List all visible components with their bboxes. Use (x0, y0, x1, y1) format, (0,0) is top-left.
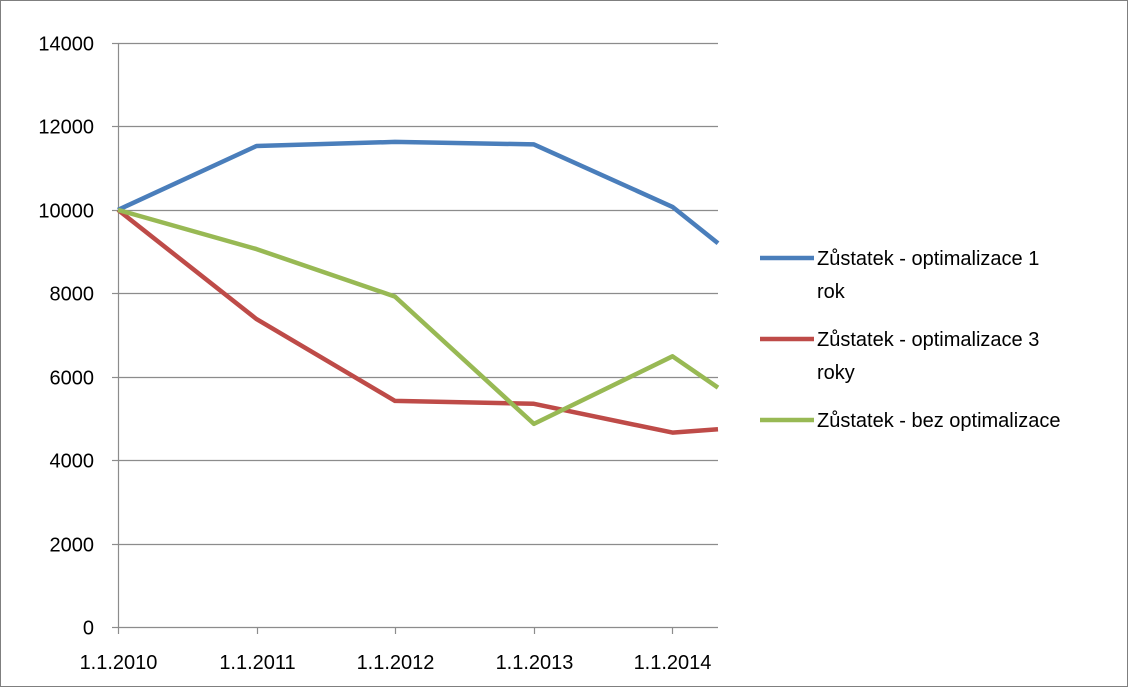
legend-item-2: Zůstatek - optimalizace 3 roky (760, 329, 1039, 384)
series-line-1 (117, 139, 720, 245)
x-tick-label: 1.1.2013 (496, 652, 574, 674)
legend-label: Zůstatek - bez optimalizace (817, 410, 1060, 432)
y-tick-label: 14000 (38, 34, 94, 56)
x-tick-label: 1.1.2014 (634, 652, 712, 674)
x-tick-label: 1.1.2010 (80, 652, 158, 674)
x-tick-label: 1.1.2012 (357, 652, 435, 674)
x-tick-label: 1.1.2011 (219, 652, 295, 674)
y-tick-label: 6000 (50, 368, 95, 390)
legend-label: rok (817, 281, 846, 303)
series-lines (116, 139, 720, 435)
y-tick-label: 0 (83, 618, 94, 640)
legend-item-3: Zůstatek - bez optimalizace (760, 410, 1060, 432)
legend-item-1: Zůstatek - optimalizace 1 rok (760, 248, 1039, 303)
axes (112, 42, 718, 634)
tick-labels: 0 2000 4000 6000 8000 10000 12000 14000 1.1.2010… (38, 34, 711, 675)
y-tick-label: 10000 (38, 201, 94, 223)
y-tick-label: 12000 (38, 117, 94, 139)
series-line-3 (117, 207, 720, 427)
legend-label: Zůstatek - optimalizace 1 (817, 248, 1039, 270)
y-tick-label: 8000 (50, 284, 95, 306)
series-line-2 (116, 208, 719, 435)
gridlines (118, 42, 718, 546)
y-tick-label: 2000 (50, 535, 95, 557)
y-tick-label: 4000 (50, 451, 95, 473)
legend-label: Zůstatek - optimalizace 3 (817, 329, 1039, 351)
legend-label: roky (817, 362, 855, 384)
